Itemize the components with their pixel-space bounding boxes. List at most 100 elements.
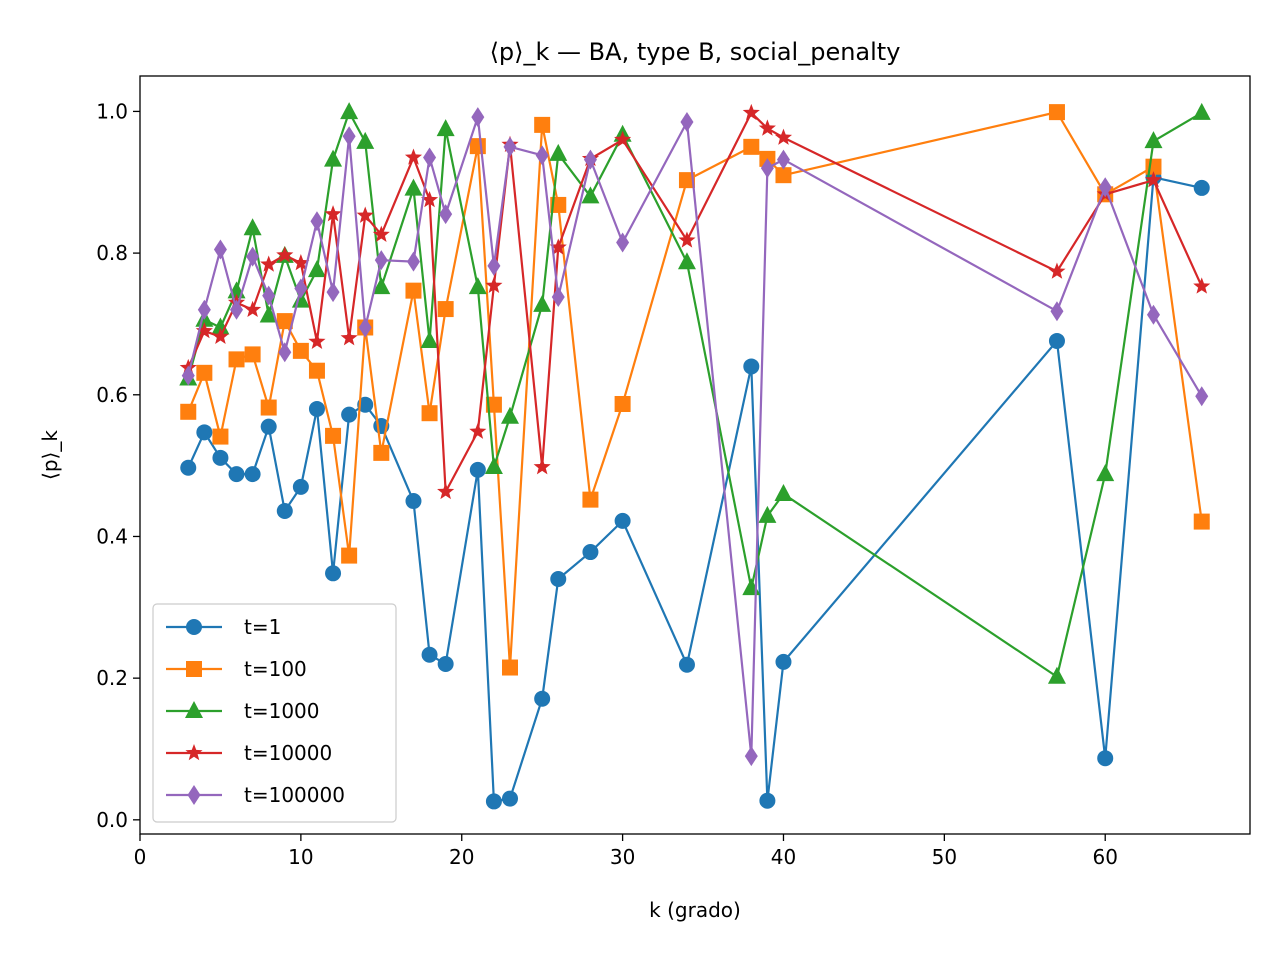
data-point <box>1047 666 1066 684</box>
data-point <box>310 211 324 232</box>
data-point <box>1192 102 1211 120</box>
series-t=100000 <box>181 107 1209 767</box>
y-tick-label: 1.0 <box>96 99 128 123</box>
data-point <box>404 148 423 165</box>
series-t=1000 <box>179 102 1211 684</box>
data-point <box>196 364 213 381</box>
data-point <box>502 659 518 676</box>
data-point <box>244 346 261 363</box>
data-point <box>244 466 261 483</box>
data-point <box>406 251 420 272</box>
data-point <box>775 653 792 670</box>
data-point <box>1193 513 1210 530</box>
legend-label: t=100 <box>244 657 307 681</box>
plot-frame <box>139 75 1251 835</box>
legend-entry: t=100000 <box>166 783 345 807</box>
legend-marker <box>187 785 201 805</box>
data-point <box>1144 131 1163 149</box>
data-point <box>1144 171 1163 188</box>
x-tick-label: 10 <box>288 845 313 869</box>
data-point <box>743 358 760 375</box>
data-point <box>534 116 551 133</box>
data-point <box>356 206 374 223</box>
data-point <box>260 255 278 272</box>
data-point <box>436 119 455 137</box>
data-point <box>533 294 552 312</box>
data-point <box>501 406 519 424</box>
data-point <box>616 232 630 253</box>
y-tick-label: 0.4 <box>96 524 128 548</box>
data-point <box>342 126 356 147</box>
data-point <box>742 103 760 121</box>
chart-title: ⟨p⟩_k — BA, type B, social_penalty <box>490 38 901 66</box>
data-point <box>421 646 438 663</box>
data-point <box>276 313 293 330</box>
data-point <box>243 218 262 236</box>
data-point <box>276 246 294 263</box>
data-point <box>262 285 276 306</box>
data-point <box>485 793 502 810</box>
data-point <box>485 276 503 293</box>
data-point <box>581 186 600 204</box>
data-point <box>196 424 213 441</box>
data-point <box>469 461 486 478</box>
data-point <box>308 332 326 349</box>
y-axis-label: ⟨p⟩_k <box>38 430 62 480</box>
legend-label: t=1000 <box>244 699 320 723</box>
data-point <box>324 149 343 167</box>
data-point <box>326 282 340 303</box>
data-point <box>228 351 245 368</box>
legend-marker <box>185 701 203 718</box>
legend-label: t=1 <box>244 615 281 639</box>
data-point <box>1096 464 1115 482</box>
x-axis: 0 10 20 30 40 50 60 <box>134 834 1118 869</box>
data-point <box>743 138 760 155</box>
data-point <box>212 428 229 445</box>
data-point <box>1193 179 1210 196</box>
data-point <box>213 239 227 260</box>
data-point <box>292 254 310 271</box>
data-point <box>487 255 501 276</box>
data-point <box>1193 277 1211 294</box>
data-point <box>341 547 358 564</box>
legend-marker <box>186 619 202 635</box>
data-point <box>212 449 229 466</box>
data-point <box>502 790 518 807</box>
data-point <box>614 130 632 148</box>
legend-label: t=10000 <box>244 741 332 765</box>
data-point <box>423 147 437 168</box>
data-point <box>534 690 551 707</box>
data-point <box>437 482 455 500</box>
data-point <box>372 277 391 295</box>
data-point <box>372 225 390 242</box>
legend-entry: t=10000 <box>166 741 332 765</box>
data-point <box>468 277 487 295</box>
data-point <box>533 458 551 475</box>
data-point <box>420 330 439 348</box>
data-point <box>180 459 197 476</box>
data-point <box>405 282 422 299</box>
data-point <box>356 131 375 149</box>
data-point <box>549 238 567 255</box>
data-point <box>358 317 372 338</box>
data-point <box>181 365 195 386</box>
data-point <box>1146 304 1160 325</box>
data-point <box>259 305 278 323</box>
data-point <box>180 403 197 420</box>
data-point <box>583 149 597 170</box>
data-point <box>774 483 793 501</box>
data-point <box>211 317 230 335</box>
data-point <box>614 395 631 412</box>
y-axis: 0.0 0.2 0.4 0.6 0.8 1.0 <box>96 99 140 832</box>
data-point <box>308 400 325 417</box>
data-point <box>758 119 776 136</box>
data-point <box>437 655 454 672</box>
data-point <box>678 231 696 248</box>
data-point <box>680 112 694 133</box>
data-point <box>1048 104 1065 121</box>
series-layer <box>179 102 1211 810</box>
data-point <box>439 204 453 225</box>
data-point <box>469 422 487 439</box>
data-point <box>404 178 423 196</box>
data-point <box>678 656 695 673</box>
